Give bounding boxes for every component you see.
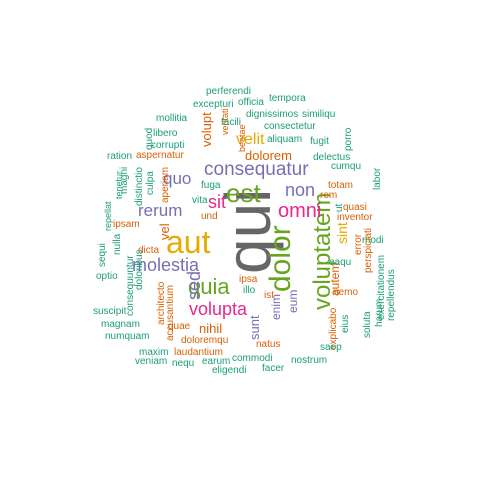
cloud-word: est bbox=[226, 178, 261, 208]
cloud-word: ration bbox=[107, 151, 133, 162]
cloud-word: natus bbox=[256, 339, 281, 350]
cloud-word: saep bbox=[320, 342, 342, 353]
cloud-word: sunt bbox=[247, 315, 262, 340]
cloud-word: nulla bbox=[112, 233, 123, 255]
cloud-word: repellat bbox=[103, 201, 113, 231]
cloud-word: tempora bbox=[269, 93, 306, 104]
cloud-word: und bbox=[201, 211, 218, 222]
cloud-word: facili bbox=[221, 117, 242, 128]
cloud-word: sequi bbox=[97, 243, 108, 267]
cloud-word: molestia bbox=[132, 255, 200, 275]
cloud-word: eaqu bbox=[329, 257, 352, 268]
cloud-word: beatae bbox=[237, 124, 247, 152]
cloud-word: soluta bbox=[362, 311, 373, 338]
cloud-word: ipsa bbox=[239, 274, 258, 285]
cloud-word: nihil bbox=[199, 321, 223, 336]
cloud-word: sit bbox=[208, 192, 226, 212]
cloud-word: culpa bbox=[145, 171, 156, 195]
cloud-word: consequuntur bbox=[125, 255, 136, 316]
cloud-word: fugit bbox=[310, 136, 329, 147]
cloud-word: eligendi bbox=[212, 365, 247, 376]
cloud-word: doloremqu bbox=[181, 335, 229, 346]
cloud-word: dolorem bbox=[245, 148, 292, 163]
cloud-word: magnam bbox=[101, 319, 140, 330]
cloud-word: dicta bbox=[138, 245, 160, 256]
cloud-word: totam bbox=[328, 180, 354, 191]
cloud-word: mollitia bbox=[156, 113, 188, 124]
cloud-word: rerum bbox=[138, 201, 183, 220]
cloud-word: sint bbox=[334, 222, 350, 244]
cloud-word: velit bbox=[236, 131, 265, 148]
cloud-word: aspernatur bbox=[136, 150, 184, 161]
cloud-word: veniam bbox=[135, 356, 168, 367]
cloud-word: corrupti bbox=[151, 140, 185, 151]
cloud-word: maxim bbox=[139, 347, 169, 358]
cloud-word: harum bbox=[374, 298, 385, 327]
cloud-word: quia bbox=[188, 274, 230, 299]
cloud-word: modi bbox=[362, 235, 384, 246]
cloud-word: nequ bbox=[172, 358, 195, 369]
cloud-word: vita bbox=[192, 195, 208, 206]
cloud-word: ut bbox=[334, 203, 345, 212]
cloud-word: laudantium bbox=[174, 347, 223, 358]
cloud-word: illo bbox=[243, 285, 256, 296]
cloud-word: ist bbox=[264, 290, 274, 301]
cloud-word: similiqu bbox=[302, 109, 336, 120]
cloud-word: inventor bbox=[337, 212, 373, 223]
cloud-word: sed bbox=[184, 270, 204, 300]
cloud-word: tenetur bbox=[114, 170, 124, 199]
cloud-word: distinctio bbox=[134, 167, 145, 206]
cloud-word: perspiciati bbox=[363, 227, 374, 273]
cloud-word: suscipit bbox=[93, 306, 127, 317]
cloud-word: delectus bbox=[313, 152, 351, 163]
cloud-word: volupt bbox=[199, 112, 214, 147]
cloud-word: volupta bbox=[189, 299, 248, 319]
cloud-word: consequatur bbox=[204, 159, 309, 180]
cloud-word: excepturi bbox=[193, 99, 234, 110]
cloud-word: non bbox=[285, 180, 316, 200]
cloud-word: dignissimos bbox=[246, 109, 299, 120]
cloud-word: optio bbox=[96, 271, 118, 282]
cloud-word: commodi bbox=[232, 353, 273, 364]
cloud-word: quo bbox=[163, 169, 192, 188]
cloud-word: cumqu bbox=[331, 161, 362, 172]
cloud-word: aliquam bbox=[267, 134, 303, 145]
cloud-word: numquam bbox=[105, 331, 150, 342]
cloud-word: earum bbox=[202, 356, 231, 367]
cloud-word: officia bbox=[238, 97, 264, 108]
cloud-word: accusantium bbox=[165, 284, 176, 341]
cloud-word: consectetur bbox=[264, 121, 316, 132]
cloud-word: perferendi bbox=[206, 86, 252, 97]
cloud-word: porro bbox=[343, 127, 354, 151]
cloud-word: eum bbox=[286, 289, 300, 313]
cloud-word: quae bbox=[168, 321, 191, 332]
cloud-word: aut bbox=[166, 224, 211, 260]
cloud-word: quasi bbox=[343, 202, 367, 213]
cloud-word: ipsam bbox=[113, 219, 140, 230]
cloud-word: labor bbox=[372, 167, 383, 190]
cloud-word: rem bbox=[320, 190, 338, 201]
cloud-word: aperiam bbox=[160, 166, 171, 203]
cloud-word: libero bbox=[153, 128, 178, 139]
cloud-word: facer bbox=[262, 363, 285, 374]
cloud-word: repellendus bbox=[386, 269, 397, 321]
cloud-word: dolor bbox=[264, 225, 297, 292]
cloud-word: eius bbox=[340, 314, 351, 333]
cloud-word: fuga bbox=[201, 180, 221, 191]
cloud-word: omni bbox=[278, 200, 322, 222]
cloud-word: vel bbox=[157, 223, 172, 240]
cloud-word: nostrum bbox=[291, 355, 328, 366]
cloud-word: nemo bbox=[333, 287, 359, 298]
